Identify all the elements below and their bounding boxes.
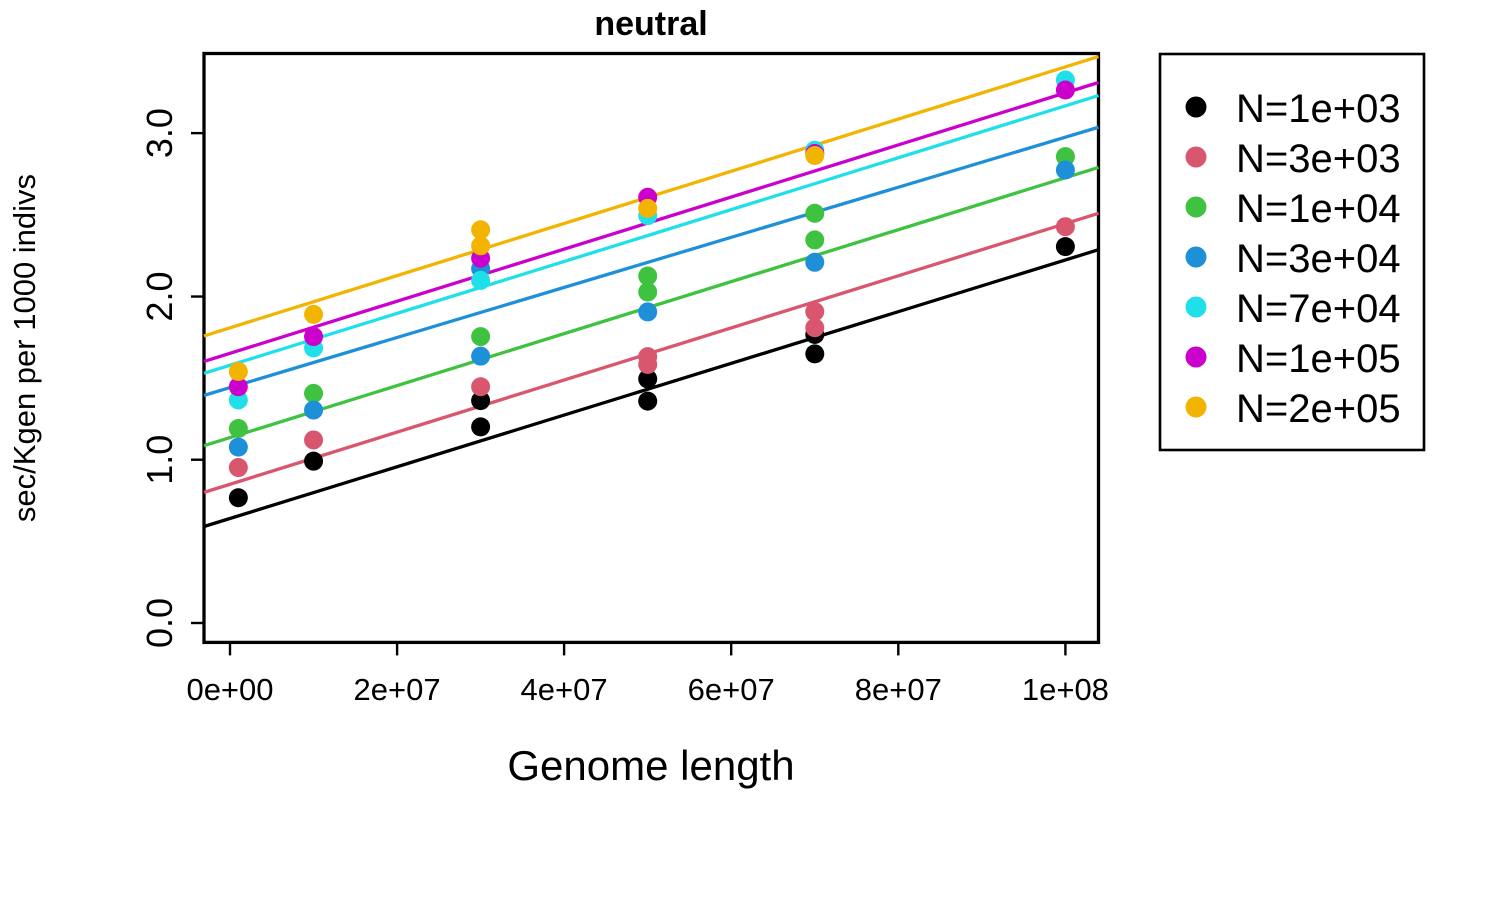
svg-text:1e+08: 1e+08 (1022, 672, 1109, 707)
svg-text:1.0: 1.0 (139, 435, 180, 485)
svg-text:sec/Kgen per 1000 indivs: sec/Kgen per 1000 indivs (7, 174, 42, 522)
svg-text:2e+07: 2e+07 (354, 672, 441, 707)
svg-text:N=1e+05: N=1e+05 (1236, 337, 1401, 381)
svg-text:N=7e+04: N=7e+04 (1236, 287, 1401, 331)
svg-text:N=2e+05: N=2e+05 (1236, 387, 1401, 431)
svg-text:4e+07: 4e+07 (521, 672, 608, 707)
svg-text:N=1e+04: N=1e+04 (1236, 187, 1401, 231)
svg-text:6e+07: 6e+07 (688, 672, 775, 707)
svg-text:0.0: 0.0 (139, 598, 180, 648)
svg-text:N=3e+03: N=3e+03 (1236, 137, 1401, 181)
svg-text:Genome length: Genome length (507, 742, 794, 789)
svg-text:3.0: 3.0 (139, 108, 180, 158)
svg-text:8e+07: 8e+07 (855, 672, 942, 707)
svg-text:2.0: 2.0 (139, 272, 180, 322)
svg-text:N=1e+03: N=1e+03 (1236, 87, 1401, 131)
svg-text:neutral: neutral (594, 5, 707, 43)
svg-text:N=3e+04: N=3e+04 (1236, 237, 1401, 281)
svg-text:0e+00: 0e+00 (186, 672, 273, 707)
